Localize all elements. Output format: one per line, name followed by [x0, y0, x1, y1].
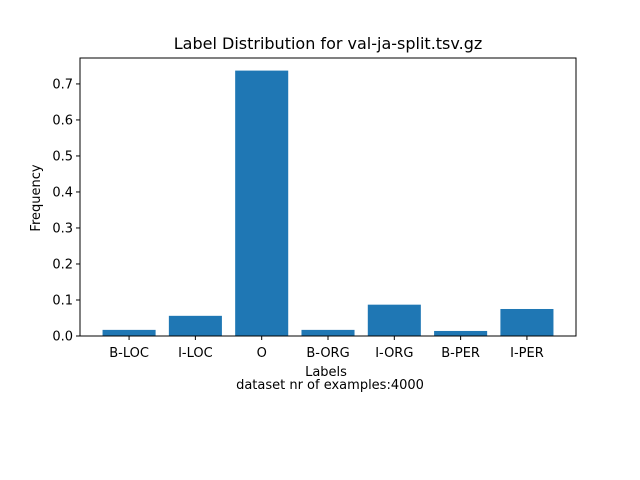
bar-b-loc [102, 329, 156, 336]
x-axis: B-LOC I-LOC O B-ORG I-ORG B-PER I-PER [109, 336, 544, 361]
bar-b-per [434, 330, 488, 336]
bar-i-per [500, 308, 554, 336]
x-tick-label: O [257, 346, 267, 361]
y-tick-label: 0.7 [52, 77, 73, 92]
bars-group [102, 70, 554, 336]
y-tick-label: 0.6 [52, 113, 73, 128]
y-tick-label: 0.1 [52, 293, 73, 308]
chart-title: Label Distribution for val-ja-split.tsv.… [174, 34, 483, 53]
bar-b-org [301, 329, 355, 336]
y-tick-label: 0.2 [52, 257, 73, 272]
plot-area-frame [79, 57, 577, 337]
y-tick-label: 0.3 [52, 221, 73, 236]
bar-i-org [367, 304, 421, 336]
y-axis-label: Frequency [29, 164, 44, 231]
y-tick-label: 0.0 [52, 330, 73, 345]
x-tick-label: B-PER [441, 346, 480, 361]
x-tick-label: I-LOC [178, 346, 213, 361]
dataset-footnote: dataset nr of examples:4000 [236, 378, 424, 393]
x-tick-label: B-LOC [109, 346, 149, 361]
bar-o [235, 70, 289, 336]
x-axis-label: Labels [305, 365, 347, 380]
bar-i-loc [168, 315, 222, 336]
y-tick-label: 0.4 [52, 185, 73, 200]
y-axis: 0.0 0.1 0.2 0.3 0.4 0.5 0.6 0.7 [52, 77, 80, 345]
y-tick-label: 0.5 [52, 149, 73, 164]
x-tick-label: I-PER [510, 346, 544, 361]
x-tick-label: I-ORG [375, 346, 413, 361]
x-tick-label: B-ORG [306, 346, 349, 361]
